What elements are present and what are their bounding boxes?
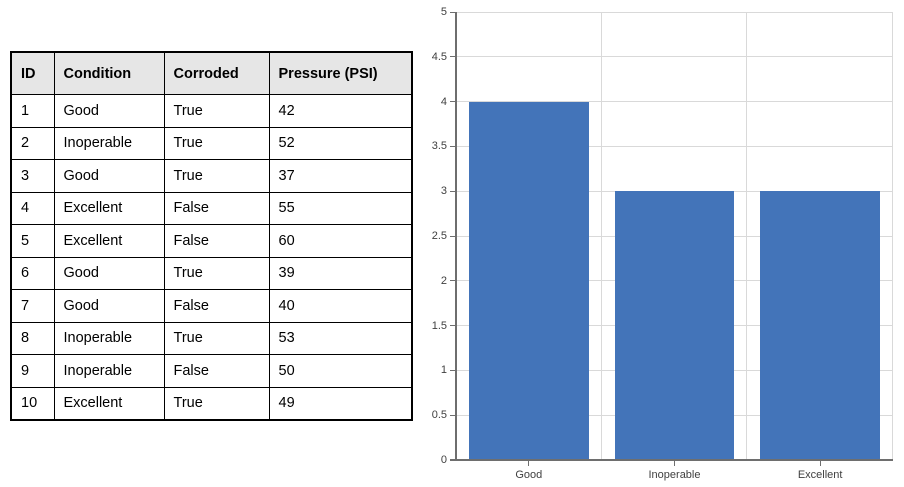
- y-axis-label: 0.5: [431, 409, 447, 422]
- table-cell: Excellent: [53, 386, 165, 421]
- table-cell: 7: [10, 289, 55, 323]
- table-cell: True: [163, 159, 270, 193]
- y-axis-label: 2: [440, 274, 447, 287]
- x-axis-tick: [528, 460, 530, 466]
- table-cell: Good: [53, 159, 165, 193]
- table-cell: 3: [10, 159, 55, 193]
- table-cell: Inoperable: [53, 321, 165, 355]
- table-header-row: ID Condition Corroded Pressure (PSI): [10, 51, 413, 95]
- y-axis-label: 2.5: [431, 230, 447, 242]
- table-cell: 10: [10, 386, 55, 421]
- table-row: 7 Good False 40: [10, 289, 413, 323]
- h-gridline: [456, 56, 893, 58]
- h-gridline: [456, 145, 893, 147]
- y-axis-tick: [450, 235, 456, 237]
- y-axis-tick: [450, 325, 456, 327]
- h-gridline: [456, 11, 893, 13]
- y-axis-tick: [450, 101, 456, 103]
- h-gridline: [456, 101, 893, 103]
- bar-excellent: [760, 191, 880, 460]
- table-row: 2 Inoperable True 52: [10, 126, 413, 160]
- table-cell: 1: [10, 94, 55, 128]
- x-axis-label: Excellent: [797, 469, 843, 481]
- table-row: 10 Excellent True 49: [10, 386, 413, 421]
- x-axis-tick: [819, 460, 821, 466]
- y-axis-tick: [450, 369, 456, 371]
- y-axis-tick: [450, 414, 456, 416]
- y-axis-tick: [450, 56, 456, 58]
- x-axis-label: Good: [515, 469, 543, 481]
- y-axis-tick: [450, 280, 456, 282]
- table-cell: Good: [53, 256, 165, 290]
- table-row: 3 Good True 37: [10, 159, 413, 193]
- data-table: ID Condition Corroded Pressure (PSI) 1 Good T…: [10, 51, 413, 421]
- y-axis-line: [455, 12, 457, 460]
- table-cell: 37: [268, 159, 413, 193]
- y-axis-tick: [450, 11, 456, 13]
- table-row: 8 Inoperable True 53: [10, 321, 413, 355]
- table-cell: True: [163, 386, 270, 421]
- table-cell: True: [163, 321, 270, 355]
- y-axis-label: 0: [440, 454, 447, 466]
- y-axis-label: 1: [440, 364, 447, 377]
- x-axis-tick: [674, 460, 675, 466]
- table-row: 9 Inoperable False 50: [10, 354, 413, 388]
- v-gridline: [746, 12, 748, 460]
- y-axis-tick: [450, 145, 456, 147]
- v-gridline: [892, 12, 893, 460]
- y-axis-label: 3: [440, 185, 447, 198]
- table-cell: Good: [53, 94, 165, 128]
- table-cell: False: [163, 289, 270, 323]
- column-header-id: ID: [10, 51, 55, 95]
- table-cell: 8: [10, 321, 55, 355]
- bar-good: [469, 101, 589, 460]
- table-cell: False: [163, 354, 270, 388]
- table-cell: 2: [10, 126, 55, 160]
- x-axis-line: [450, 459, 893, 461]
- table-cell: 49: [268, 386, 413, 421]
- column-header-corroded: Corroded: [163, 51, 270, 95]
- table-body: 1 Good True 42 2 Inoperable True 52 3 Good True 37 4…: [10, 94, 413, 421]
- y-axis-label: 4.5: [431, 50, 447, 63]
- table-cell: True: [163, 126, 270, 160]
- table-cell: Excellent: [53, 191, 165, 225]
- table-row: 4 Excellent False 55: [10, 191, 413, 225]
- bar-inoperable: [614, 191, 735, 460]
- y-axis-label: 5: [440, 6, 447, 18]
- table-cell: 42: [268, 94, 413, 128]
- table-cell: 60: [268, 224, 413, 258]
- column-header-pressure-psi: Pressure (PSI): [268, 51, 413, 95]
- table-cell: False: [163, 191, 270, 225]
- table-row: 5 Excellent False 60: [10, 224, 413, 258]
- table-cell: True: [163, 94, 270, 128]
- table-cell: 6: [10, 256, 55, 290]
- table-cell: 55: [268, 191, 413, 225]
- table-cell: 40: [268, 289, 413, 323]
- v-gridline: [600, 12, 602, 460]
- table-cell: Inoperable: [53, 126, 165, 160]
- y-axis-label: 1.5: [431, 319, 447, 332]
- table-cell: 9: [10, 354, 55, 388]
- table-cell: 53: [268, 321, 413, 355]
- table-cell: Inoperable: [53, 354, 165, 388]
- table-row: 1 Good True 42: [10, 94, 413, 128]
- table-cell: 5: [10, 224, 55, 258]
- table-row: 6 Good True 39: [10, 256, 413, 290]
- y-axis-label: 4: [440, 95, 447, 108]
- y-axis-tick: [450, 190, 456, 192]
- x-axis-label: Inoperable: [648, 469, 701, 481]
- column-header-condition: Condition: [53, 51, 165, 95]
- table-cell: 50: [268, 354, 413, 388]
- y-axis-label: 3.5: [431, 140, 447, 153]
- table-cell: 39: [268, 256, 413, 290]
